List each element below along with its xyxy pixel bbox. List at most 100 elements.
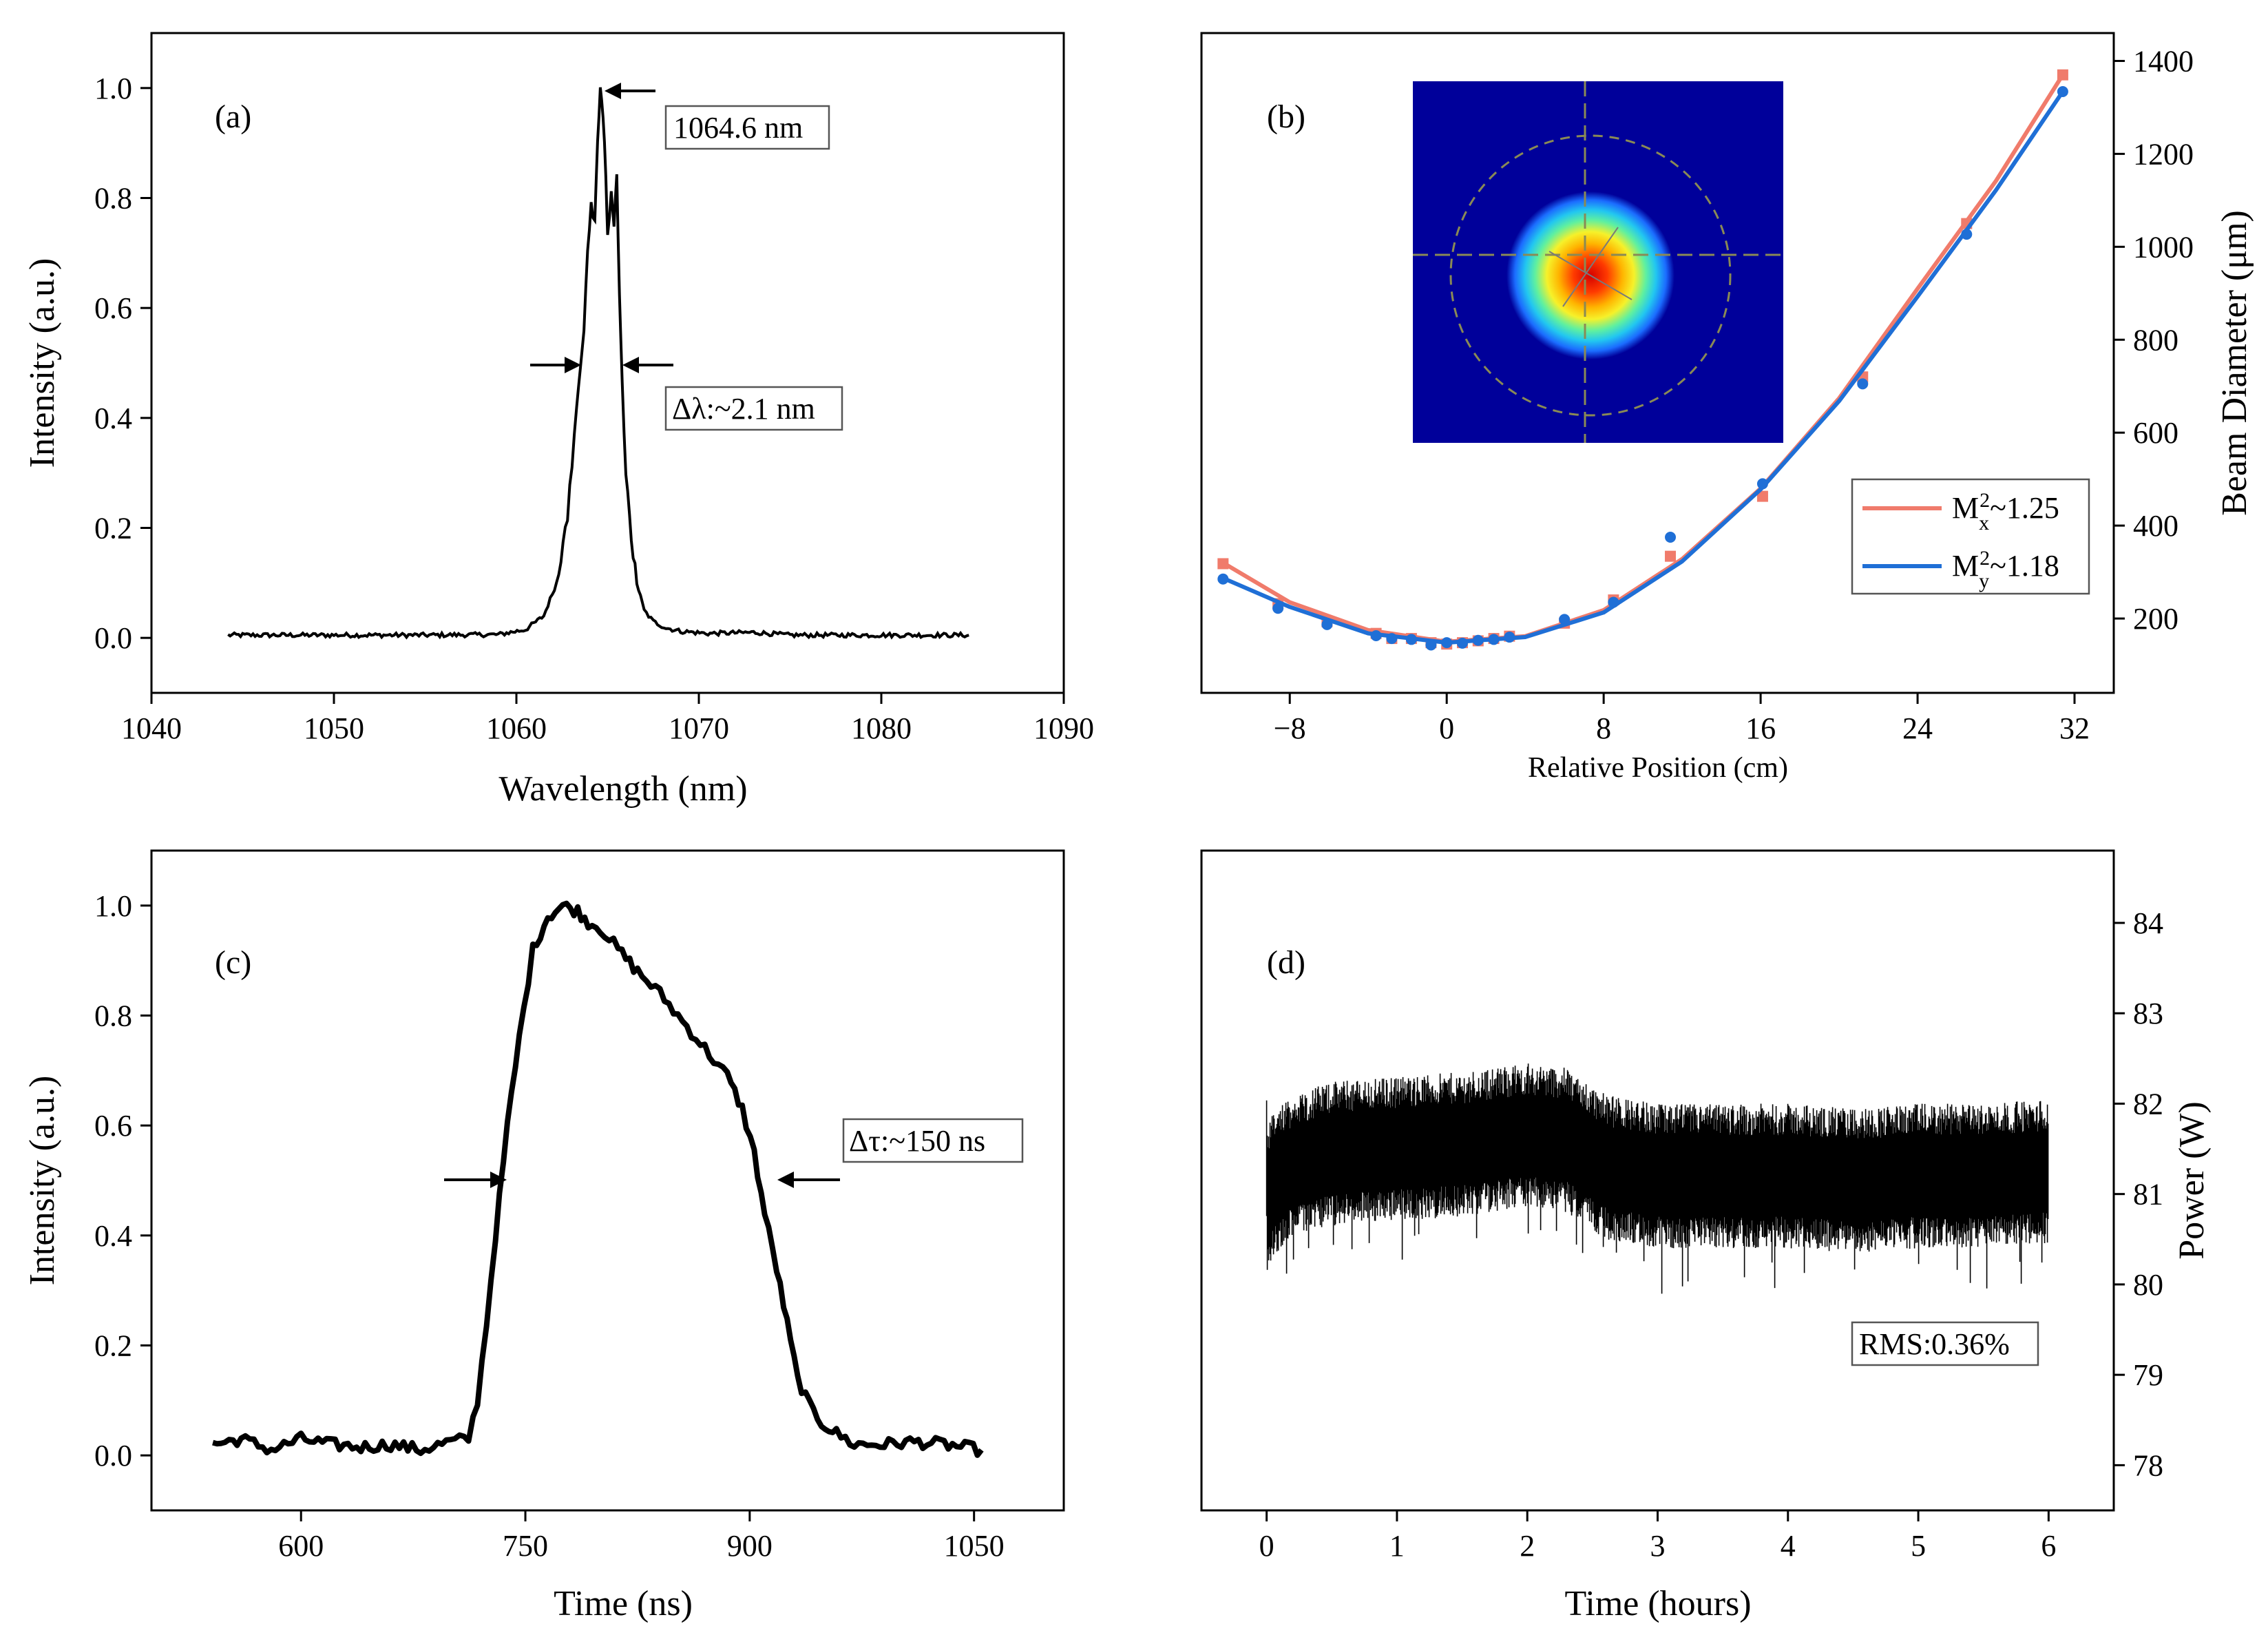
- panel-b-xtick-label: 16: [1745, 711, 1776, 745]
- panel-b-xlabel: Relative Position (cm): [1528, 752, 1788, 784]
- panel-b-point-my: [1272, 603, 1284, 614]
- panel-d-rms-annotation: RMS:0.36%: [1859, 1327, 2010, 1361]
- panel-c-frame: [150, 849, 1065, 1512]
- panel-b-point-my: [1370, 630, 1382, 642]
- panel-a-spectrum-line: [227, 87, 969, 640]
- panel-d-power-line: [1266, 1063, 2049, 1294]
- panel-c-ytick-label: 0.4: [94, 1219, 132, 1253]
- panel-b-point-my: [1441, 637, 1453, 649]
- panel-b-ytick-label: 800: [2133, 323, 2178, 357]
- panel-b-point-my: [1608, 596, 1619, 608]
- panel-d-ytick-label: 84: [2133, 906, 2163, 940]
- panel-b-point-mx: [1756, 490, 1768, 502]
- panel-a-xtick-label: 1060: [486, 711, 547, 745]
- beam-profile-inset: [1413, 81, 1783, 443]
- panel-b-xtick-label: 24: [1902, 711, 1933, 745]
- panel-a: 1040 1050 1060 1070 1080 1090 0.0 0.2 0.4 0.6 0.8 1…: [23, 32, 1094, 809]
- panel-b-xtick-label: 0: [1439, 711, 1454, 745]
- panel-a-peak-annotation: 1064.6 nm: [673, 111, 803, 145]
- panel-b-fit-my: [1222, 90, 2065, 645]
- panel-d-xtick-label: 1: [1389, 1529, 1405, 1563]
- panel-d-ytick-label: 78: [2133, 1448, 2163, 1482]
- panel-a-xtick-label: 1040: [121, 711, 182, 745]
- panel-b-point-mx: [1665, 550, 1677, 562]
- panel-b-point-my: [1386, 633, 1398, 645]
- panel-b-legend: Mx2~1.25 My2~1.18: [1851, 478, 2090, 595]
- panel-d-power-trace: [1266, 1063, 2049, 1294]
- panel-a-fwhm-annotation: Δλ:~2.1 nm: [672, 392, 815, 426]
- panel-b-xtick-label: 8: [1596, 711, 1611, 745]
- panel-a-ytick-label: 0.2: [94, 512, 132, 545]
- panel-d-xtick-label: 3: [1650, 1529, 1666, 1563]
- panel-d-rms-box: [1851, 1321, 2039, 1366]
- panel-b-legend-box: [1851, 478, 2090, 595]
- panel-a-ytick-label: 0.4: [94, 402, 132, 435]
- panel-b-point-my: [1456, 637, 1468, 649]
- panel-b-xtick-label: 32: [2059, 711, 2090, 745]
- panel-b-point-my: [1217, 573, 1229, 585]
- panel-a-xtick-label: 1050: [304, 711, 364, 745]
- panel-b-ytick-label: 1000: [2133, 230, 2194, 264]
- panel-c-xlabel: Time (ns): [554, 1584, 693, 1623]
- panel-c-fwhm-annotation: Δτ:~150 ns: [849, 1124, 985, 1158]
- panel-b-point-my: [1961, 229, 1973, 240]
- panel-c-ytick-label: 0.2: [94, 1329, 132, 1363]
- panel-d-xtick-label: 6: [2041, 1529, 2056, 1563]
- panel-d-ytick-label: 79: [2133, 1358, 2163, 1392]
- panel-a-xtick-label: 1080: [851, 711, 912, 745]
- panel-a-fwhm-arrow-left: [530, 357, 581, 373]
- panel-b-point-my: [1857, 378, 1869, 390]
- panel-b-ytick-label: 200: [2133, 602, 2178, 636]
- panel-c-fwhm-box: [842, 1118, 1024, 1163]
- panel-c-fwhm-arrow-right: [777, 1172, 840, 1188]
- panel-c-ytick-label: 0.6: [94, 1109, 132, 1143]
- panel-b-point-my: [2057, 86, 2068, 98]
- panel-a-ytick-label: 0.0: [94, 621, 132, 655]
- panel-a-ytick-label: 0.6: [94, 291, 132, 325]
- panel-b-ytick-label: 400: [2133, 509, 2178, 543]
- panel-c: 600 750 900 1050 0.0 0.2 0.4 0.6 0.8 1.0 (c) Δτ:~…: [23, 849, 1065, 1623]
- panel-d-ylabel: Power (W): [2172, 1101, 2212, 1260]
- panel-b-ytick-label: 600: [2133, 416, 2178, 450]
- panel-a-peak-arrow: [605, 83, 655, 99]
- panel-a-ytick-label: 0.8: [94, 182, 132, 216]
- panel-c-ytick-label: 0.0: [94, 1439, 132, 1473]
- panel-d-xlabel: Time (hours): [1564, 1584, 1751, 1623]
- panel-c-ylabel: Intensity (a.u.): [23, 1076, 62, 1286]
- panel-b-label: (b): [1267, 98, 1305, 135]
- panel-a-xtick-label: 1090: [1033, 711, 1094, 745]
- panel-d-ytick-label: 82: [2133, 1087, 2163, 1121]
- panel-b-point-my: [1321, 618, 1333, 630]
- beam-axis-line-1: [1548, 251, 1632, 300]
- panel-c-xtick-label: 750: [503, 1529, 548, 1563]
- panel-c-xtick-label: 900: [727, 1529, 773, 1563]
- panel-d-xtick-label: 0: [1259, 1529, 1274, 1563]
- panel-c-fwhm-arrow-left: [444, 1172, 507, 1188]
- panel-a-fwhm-box: [664, 386, 843, 431]
- panel-c-xtick-label: 1050: [944, 1529, 1005, 1563]
- panel-b-point-my: [1472, 634, 1484, 646]
- panel-b-point-my: [1559, 614, 1571, 625]
- panel-d-ytick-label: 81: [2133, 1178, 2163, 1211]
- panel-b: −8 0 8 16 24 32 200 400 600 800 1000 1200 1400: [1200, 32, 2254, 784]
- panel-b-ytick-label: 1200: [2133, 137, 2194, 171]
- panel-d-xtick-label: 4: [1781, 1529, 1796, 1563]
- panel-b-point-mx: [1217, 558, 1229, 570]
- panel-b-xtick-label: −8: [1274, 711, 1306, 745]
- panel-c-xtick-label: 600: [278, 1529, 324, 1563]
- panel-a-peak-box: [664, 105, 830, 150]
- panel-b-point-my: [1425, 639, 1437, 651]
- panel-b-ytick-label: 1400: [2133, 44, 2194, 78]
- panel-b-ylabel: Beam Diameter (μm): [2215, 210, 2254, 516]
- panel-d-label: (d): [1267, 944, 1305, 981]
- panel-a-xlabel: Wavelength (nm): [498, 769, 747, 809]
- panel-d-xtick-label: 2: [1520, 1529, 1535, 1563]
- panel-d-ytick-label: 83: [2133, 997, 2163, 1030]
- panel-b-point-my: [1488, 634, 1500, 645]
- panel-b-point-my: [1504, 632, 1515, 643]
- panel-b-point-my: [1756, 478, 1768, 490]
- panel-b-point-my: [1665, 531, 1677, 543]
- panel-a-frame: [150, 32, 1065, 694]
- panel-d-xtick-label: 5: [1911, 1529, 1926, 1563]
